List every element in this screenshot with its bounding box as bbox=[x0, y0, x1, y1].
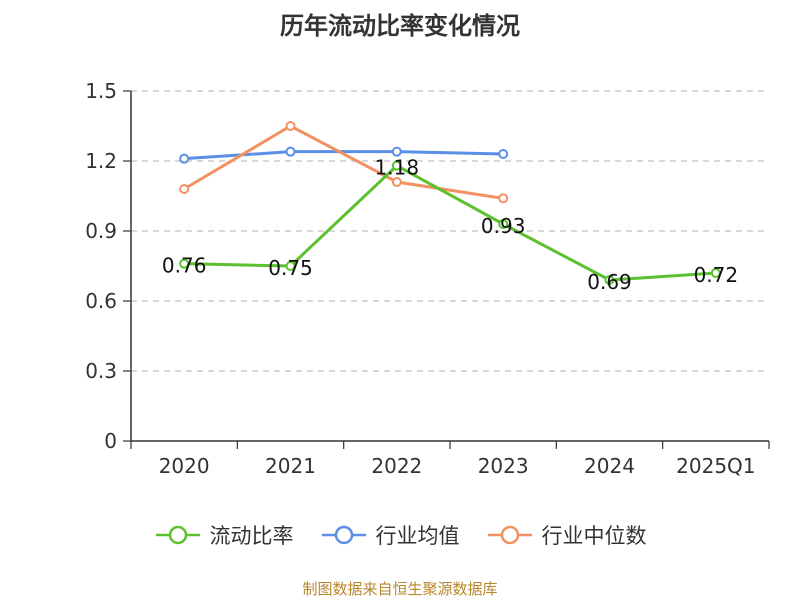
x-tick-label: 2022 bbox=[371, 454, 422, 478]
x-tick-label: 2023 bbox=[478, 454, 529, 478]
x-tick-label: 2020 bbox=[159, 454, 210, 478]
data-label: 0.72 bbox=[694, 263, 739, 287]
legend-swatch-icon bbox=[155, 525, 200, 545]
y-tick-label: 0.3 bbox=[85, 359, 117, 383]
x-tick-label: 2024 bbox=[584, 454, 635, 478]
legend: 流动比率 行业均值 行业中位数 bbox=[0, 520, 800, 550]
source-footer: 制图数据来自恒生聚源数据库 bbox=[302, 580, 498, 598]
data-point bbox=[604, 275, 615, 285]
x-tick-label: 2025Q1 bbox=[676, 454, 755, 478]
legend-label: 行业中位数 bbox=[541, 524, 647, 548]
data-point bbox=[391, 177, 402, 187]
legend-label: 行业均值 bbox=[375, 524, 460, 548]
series-lines bbox=[179, 121, 721, 285]
series-line-0 bbox=[184, 164, 716, 282]
data-labels: 0.76 0.75 1.18 0.93 0.69 0.72 bbox=[162, 156, 738, 294]
data-label: 1.18 bbox=[375, 156, 420, 180]
data-point bbox=[285, 261, 296, 271]
legend-swatch-icon bbox=[487, 525, 532, 545]
data-point bbox=[498, 219, 509, 229]
data-point bbox=[285, 121, 296, 131]
data-point bbox=[498, 193, 509, 204]
data-label: 0.93 bbox=[481, 214, 526, 238]
series-line-1 bbox=[184, 150, 504, 161]
data-point bbox=[285, 146, 296, 157]
data-label: 0.69 bbox=[587, 270, 632, 294]
data-point bbox=[391, 160, 402, 171]
legend-swatch-icon bbox=[321, 525, 366, 545]
y-tick-label: 1.2 bbox=[85, 149, 117, 173]
data-point bbox=[391, 146, 402, 157]
y-tick-label: 1.5 bbox=[85, 79, 117, 103]
data-label: 0.76 bbox=[162, 254, 207, 278]
chart-title: 历年流动比率变化情况 bbox=[280, 12, 520, 40]
legend-item[interactable]: 流动比率 bbox=[154, 520, 294, 550]
data-point bbox=[179, 153, 190, 164]
x-tick-label: 2021 bbox=[265, 454, 316, 478]
y-tick-label: 0.9 bbox=[85, 219, 117, 243]
data-point bbox=[498, 149, 509, 159]
y-tick-label: 0 bbox=[104, 429, 117, 453]
series-line-2 bbox=[183, 124, 504, 200]
legend-label: 流动比率 bbox=[209, 524, 294, 548]
data-point bbox=[179, 258, 190, 269]
y-tick-label: 0.6 bbox=[85, 289, 117, 313]
legend-item[interactable]: 行业中位数 bbox=[486, 520, 647, 550]
data-label: 0.75 bbox=[268, 256, 313, 280]
data-point bbox=[710, 268, 721, 278]
axes: 0 0.3 0.6 0.9 1.2 1.5 2020 2021 2022 2023 2024 2025… bbox=[85, 79, 770, 478]
gridlines bbox=[131, 90, 769, 372]
data-point bbox=[179, 184, 190, 194]
legend-item[interactable]: 行业均值 bbox=[320, 520, 460, 550]
